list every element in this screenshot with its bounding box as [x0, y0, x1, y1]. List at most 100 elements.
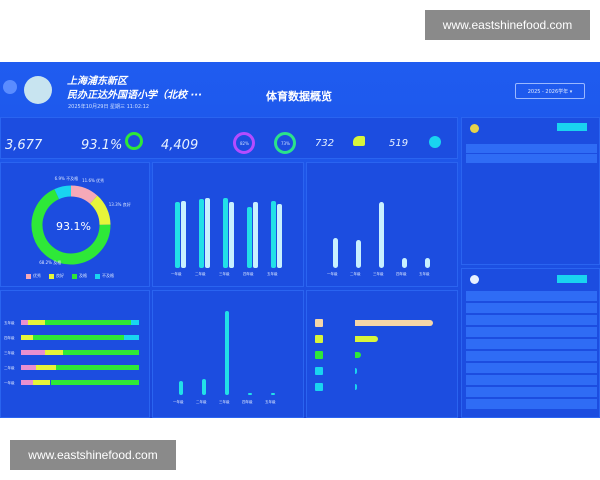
x-tick: 五年级 [419, 272, 430, 276]
legend-swatch [315, 367, 323, 375]
bar-segment [36, 365, 57, 370]
bar-segment [21, 335, 33, 340]
bar [355, 320, 433, 326]
bar [379, 202, 384, 268]
y-tick: 一年级 [4, 381, 15, 385]
donut-slice [54, 185, 72, 200]
y-tick: 三年级 [4, 351, 15, 355]
records-tab-active[interactable] [557, 275, 587, 283]
bar-segment [21, 320, 29, 325]
datetime: 2025年10月29日 星期三 11:02:12 [68, 104, 150, 110]
bar [355, 336, 379, 342]
y-tick: 四年级 [4, 336, 15, 340]
bar [205, 198, 210, 268]
slice-label: 11.6% 优秀 [82, 177, 104, 183]
kpi-row: 3,677 93.1% 4,409 82% 73% 732 519 [0, 117, 458, 159]
fitness-rate-panel: 11.6% 优秀 13.3% 良好 68.2% 及格 6.9% 不及格 93.1% 优… [0, 162, 150, 287]
bar [247, 206, 252, 268]
bar-segment [130, 320, 139, 325]
ranking-row[interactable] [466, 154, 597, 163]
record-row[interactable] [466, 375, 597, 385]
page-title: 体育数据概览 [266, 90, 332, 103]
legend-swatch [315, 383, 323, 391]
item-count-panel [306, 290, 458, 418]
grade-stacked-panel: 五年级 四年级 三年级 二年级 一年级 [0, 290, 150, 418]
donut-slice [89, 195, 111, 226]
bar [199, 199, 204, 268]
medal-icon [470, 124, 479, 133]
record-row[interactable] [466, 291, 597, 301]
bar-segment [50, 380, 139, 385]
x-tick: 三年级 [219, 400, 230, 404]
ranking-tab-active[interactable] [557, 123, 587, 131]
bar-segment [56, 365, 139, 370]
x-tick: 二年级 [350, 272, 361, 276]
menu-icon[interactable] [3, 80, 17, 94]
y-tick: 二年级 [4, 366, 15, 370]
bar [271, 393, 275, 395]
bar [277, 203, 282, 268]
kpi-tested: 4,409 [161, 138, 199, 153]
record-row[interactable] [466, 303, 597, 313]
record-row[interactable] [466, 315, 597, 325]
bar-segment [32, 335, 124, 340]
school-name: 民办正达外国语小学（北校 ··· [67, 90, 202, 101]
year-select[interactable]: 2025 - 2026学年 ▾ [515, 83, 585, 99]
records-panel [461, 268, 600, 418]
bar [333, 238, 338, 268]
record-row[interactable] [466, 363, 597, 373]
kpi-count: 732 [315, 138, 335, 149]
bar [225, 311, 229, 395]
record-row[interactable] [466, 327, 597, 337]
bar-segment [21, 380, 33, 385]
avatar [24, 76, 52, 104]
record-row[interactable] [466, 339, 597, 349]
legend-swatch [315, 335, 323, 343]
donut-center: 93.1% [56, 220, 91, 233]
record-row[interactable] [466, 387, 597, 397]
bar [355, 368, 357, 374]
legend-swatch [315, 351, 323, 359]
bar [402, 258, 407, 268]
bar [179, 381, 183, 395]
x-tick: 一年级 [327, 272, 338, 276]
slice-label: 13.3% 良好 [109, 201, 131, 207]
timer-icon [429, 136, 441, 148]
donut-chart: 11.6% 优秀 13.3% 良好 68.2% 及格 6.9% 不及格 [31, 175, 131, 265]
legend-item: 及格 [72, 273, 87, 279]
slice-label: 68.2% 及格 [39, 259, 61, 265]
bar [223, 197, 228, 268]
region: 上海浦东新区 [67, 76, 127, 87]
x-tick: 三年级 [219, 272, 230, 276]
grade-average-panel: 一年级 二年级 三年级 四年级 五年级 [152, 162, 304, 287]
bar-segment [44, 350, 64, 355]
bar-segment [32, 380, 51, 385]
bar-segment [123, 335, 139, 340]
x-tick: 一年级 [173, 400, 184, 404]
watermark-bottom: www.eastshinefood.com [10, 440, 176, 470]
ranking-row[interactable] [466, 144, 597, 153]
record-row[interactable] [466, 351, 597, 361]
x-tick: 四年级 [243, 272, 254, 276]
record-row[interactable] [466, 399, 597, 409]
kpi-minutes: 519 [389, 138, 409, 149]
watermark-top: www.eastshinefood.com [425, 10, 590, 40]
ring-1: 82% [233, 132, 255, 154]
bar [202, 379, 206, 395]
legend-swatch [315, 319, 323, 327]
x-tick: 一年级 [171, 272, 182, 276]
x-tick: 四年级 [396, 272, 407, 276]
dashboard-screen: 上海浦东新区 民办正达外国语小学（北校 ··· 2025年10月29日 星期三 … [0, 62, 600, 418]
donut-slice [31, 189, 111, 265]
bar-segment [44, 320, 131, 325]
donut-slice [70, 185, 98, 204]
legend-item: 优秀 [26, 273, 41, 279]
x-tick: 二年级 [195, 272, 206, 276]
kpi-pass-rate: 93.1% [81, 138, 123, 153]
pass-rate-ring [125, 132, 143, 150]
slice-label: 6.9% 不及格 [55, 175, 78, 181]
legend-item: 不及格 [95, 273, 114, 279]
bar-segment [28, 320, 45, 325]
donut-legend: 优秀 良好 及格 不及格 [26, 273, 114, 279]
bar-segment [21, 350, 45, 355]
